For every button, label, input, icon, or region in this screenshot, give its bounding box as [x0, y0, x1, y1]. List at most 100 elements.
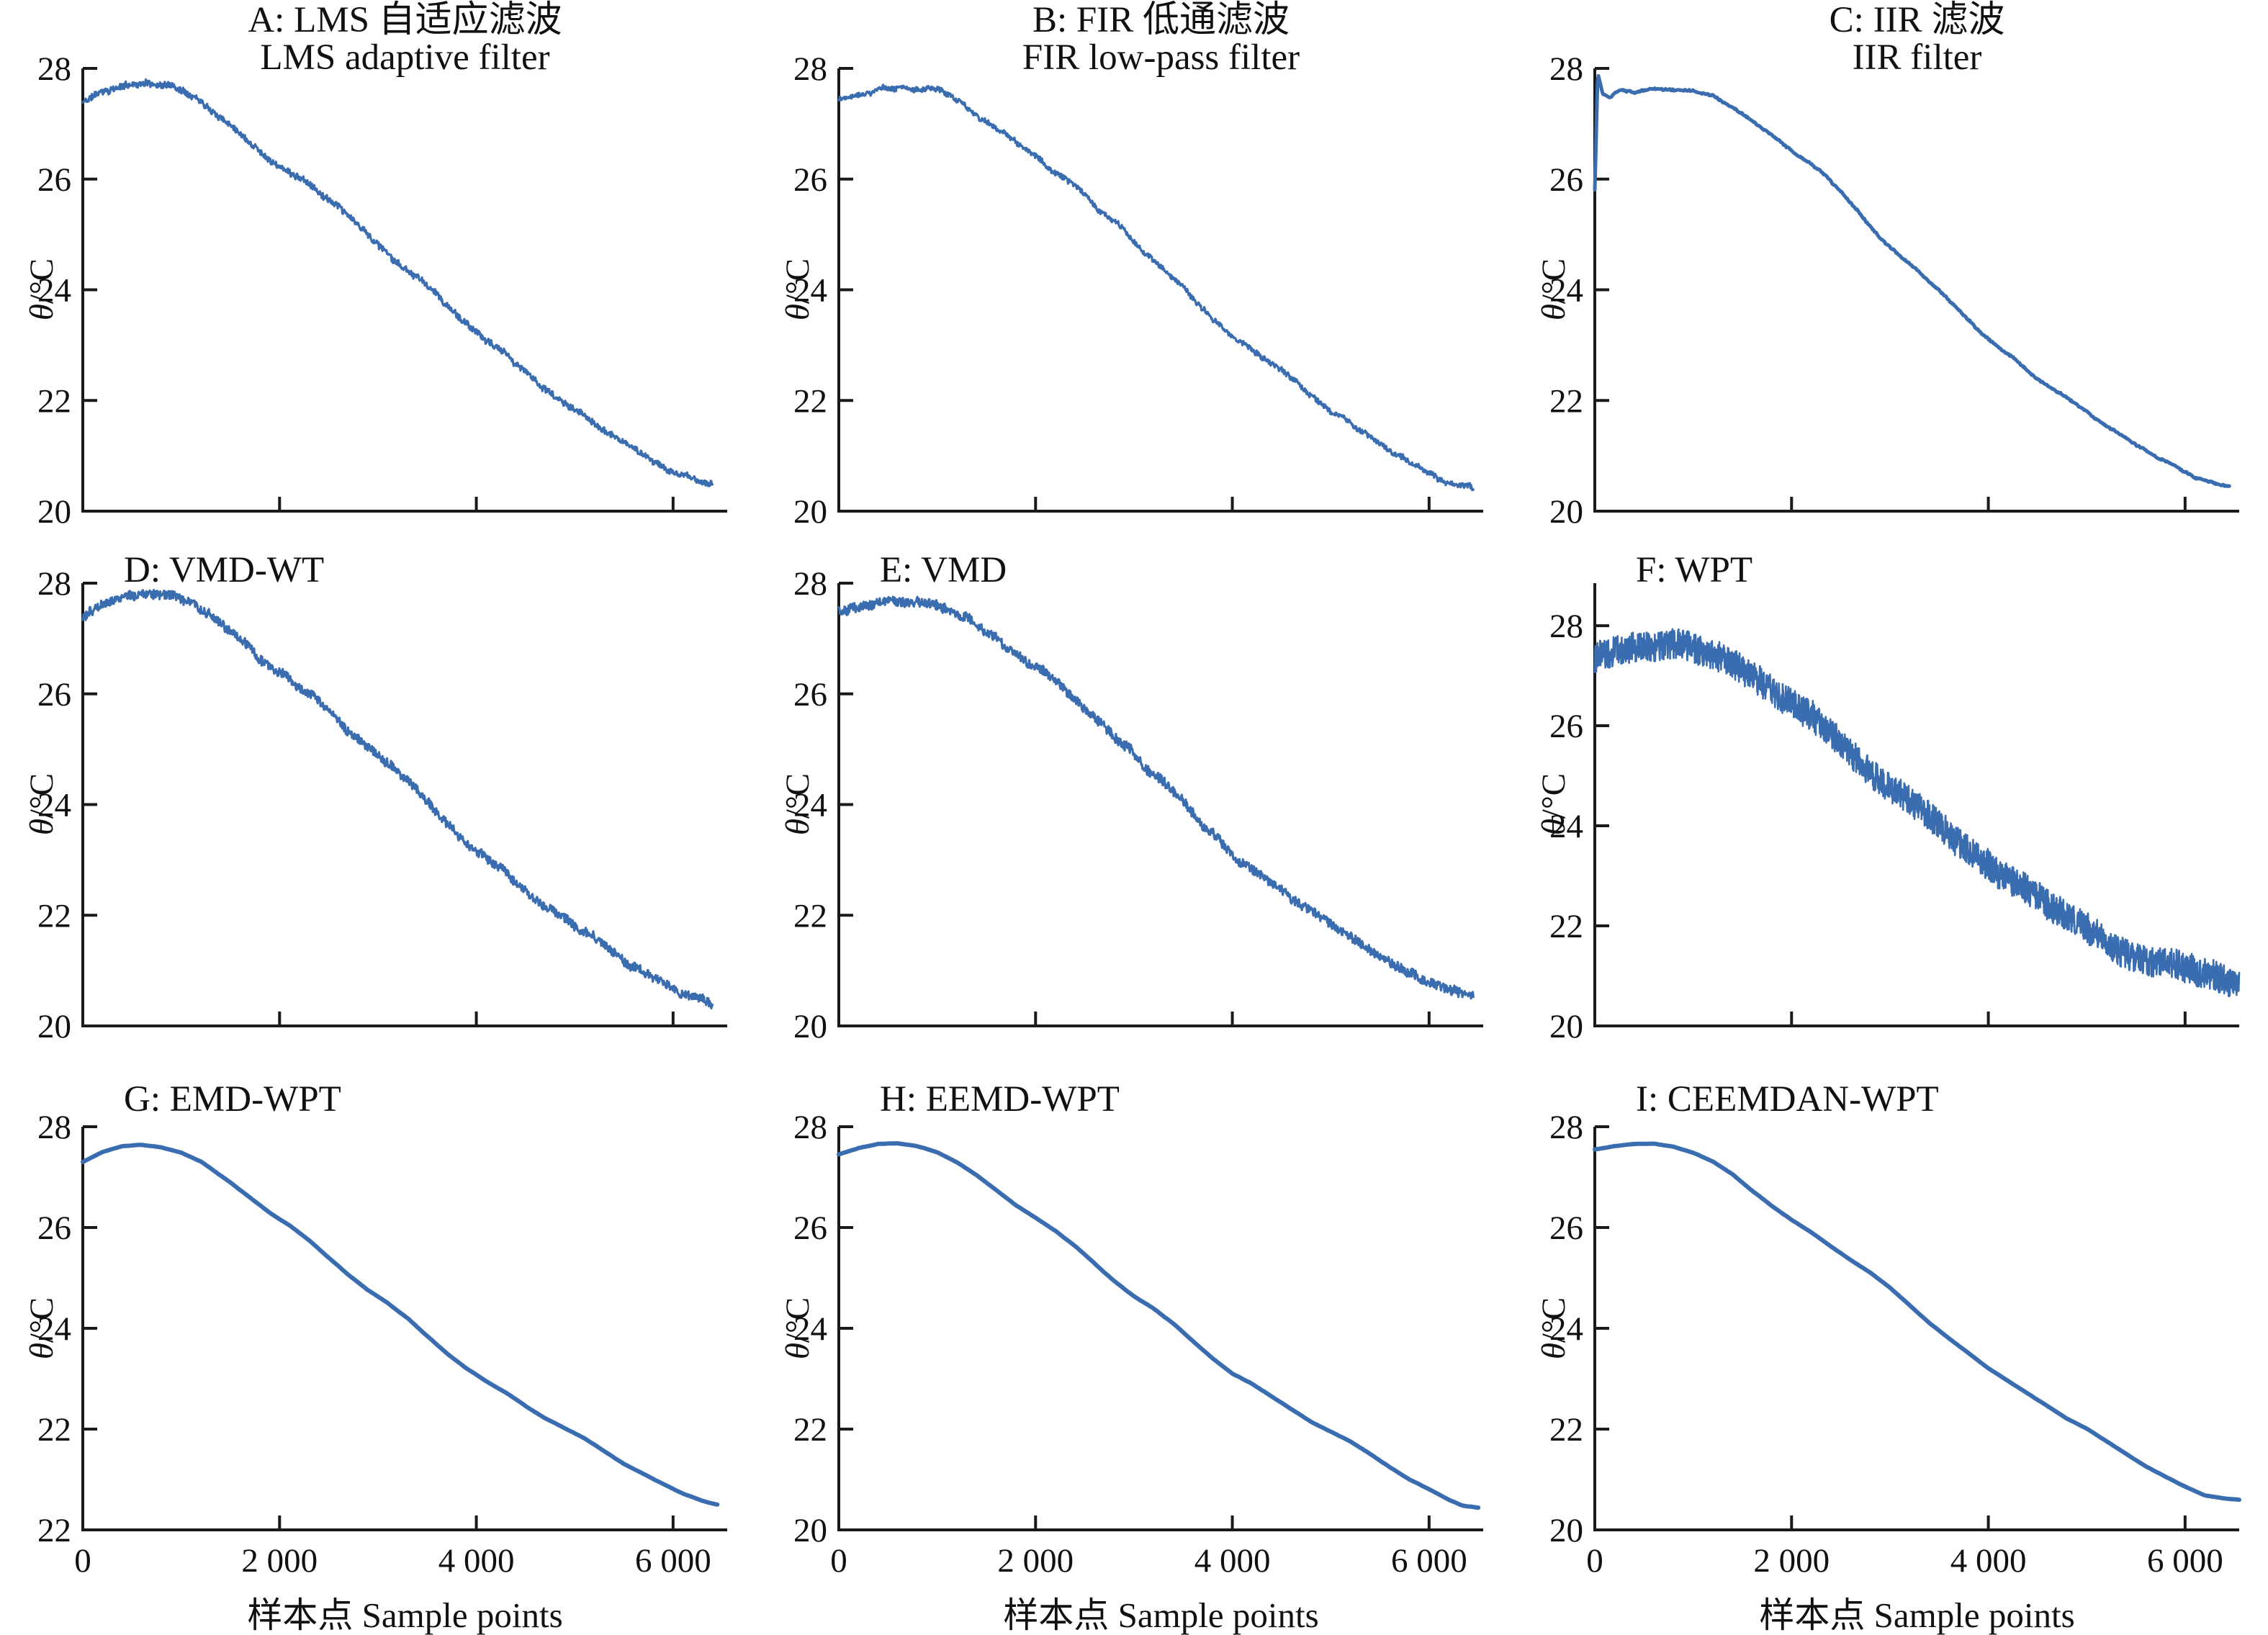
axis-spines: [81, 583, 727, 1027]
temperature-series-line: [837, 595, 1475, 1000]
y-tick-label: 24: [1549, 272, 1583, 310]
panel-i-title: I: CEEMDAN-WPT: [1636, 1079, 1939, 1120]
panel-a-title: A: LMS 自适应滤波 LMS adaptive filter: [83, 1, 727, 76]
panel-c-iir: C: IIR 滤波 IIR filter θ/°C 20 22 24 26 28: [1512, 0, 2268, 545]
y-tick-label: 28: [37, 565, 71, 603]
y-tick-label: 24: [37, 1310, 71, 1348]
panel-a-title-en: LMS adaptive filter: [260, 37, 550, 78]
y-tick-label: 20: [37, 493, 71, 531]
axis-spines: [1593, 1127, 2239, 1531]
y-tick-label: 26: [793, 161, 827, 199]
y-tick-label: 26: [37, 161, 71, 199]
panel-b-title: B: FIR 低通滤波 FIR low-pass filter: [839, 1, 1483, 76]
panel-f-wpt: F: WPT θ/°C 20 22 24 26 28: [1512, 545, 2268, 1090]
y-tick-label: 28: [793, 1109, 827, 1146]
x-tick-label: 4 000: [1950, 1542, 2027, 1580]
axis-spines: [1593, 68, 2239, 513]
y-tick-label: 26: [793, 1210, 827, 1247]
y-tick-label: 20: [1549, 1512, 1583, 1549]
panel-d-vmd-wt: D: VMD-WT θ/°C 20 22 24 26 28: [0, 545, 756, 1090]
x-tick-label: 2 000: [241, 1542, 318, 1580]
panel-d-title: D: VMD-WT: [124, 550, 325, 590]
y-tick-label: 24: [793, 1310, 827, 1348]
panel-f-title: F: WPT: [1636, 550, 1753, 590]
temperature-series-line: [837, 84, 1475, 492]
temperature-series-line: [81, 1143, 720, 1507]
panel-f-plot-area: 20 22 24 26 28: [1549, 583, 2241, 1045]
panel-b-fir: B: FIR 低通滤波 FIR low-pass filter θ/°C 20 2…: [756, 0, 1512, 545]
panel-c-plot-area: 20 22 24 26 28: [1549, 50, 2239, 531]
y-tick-label: 22: [37, 897, 71, 934]
y-tick-label: 22: [1549, 908, 1583, 945]
panel-b-title-zh: B: FIR 低通滤波: [1032, 0, 1290, 40]
y-tick-label: 26: [793, 676, 827, 713]
panel-b-plot-area: 20 22 24 26 28: [793, 50, 1483, 531]
y-tick-label: 26: [1549, 161, 1583, 199]
panel-i-ceemdan-wpt: I: CEEMDAN-WPT θ/°C 20 22 24 26 28 0 2 000 4 00…: [1512, 1079, 2268, 1635]
x-tick-label: 4 000: [1194, 1542, 1271, 1580]
y-tick-label: 26: [1549, 1210, 1583, 1247]
y-tick-label: 28: [793, 565, 827, 603]
x-tick-label: 4 000: [438, 1542, 515, 1580]
panel-c-title-zh: C: IIR 滤波: [1829, 0, 2005, 40]
y-tick-label: 24: [1549, 808, 1583, 845]
y-tick-label: 20: [793, 1008, 827, 1045]
temperature-series-line: [1593, 73, 2231, 488]
panel-e-title: E: VMD: [880, 550, 1007, 590]
panel-g-title: G: EMD-WPT: [124, 1079, 341, 1120]
x-tick-label: 0: [1586, 1542, 1603, 1580]
panel-h-title: H: EEMD-WPT: [880, 1079, 1120, 1120]
panel-a-plot-area: 20 22 24 26 28: [37, 50, 727, 531]
y-tick-label: 24: [1549, 1310, 1583, 1348]
axis-spines: [837, 68, 1483, 513]
y-tick-label: 28: [37, 1109, 71, 1146]
y-tick-label: 20: [1549, 493, 1583, 531]
y-tick-label: 22: [37, 382, 71, 420]
y-tick-label: 24: [37, 272, 71, 310]
y-tick-label: 28: [1549, 50, 1583, 88]
x-tick-label: 6 000: [635, 1542, 711, 1580]
panel-c-title-en: IIR filter: [1852, 37, 1982, 78]
y-tick-label: 22: [793, 1411, 827, 1449]
x-tick-label: 2 000: [1753, 1542, 1830, 1580]
y-tick-label: 20: [793, 493, 827, 531]
panel-b-title-en: FIR low-pass filter: [1022, 37, 1300, 78]
panel-d-plot-area: 20 22 24 26 28: [37, 565, 727, 1045]
y-tick-label: 24: [793, 272, 827, 310]
panel-g-plot-area: 22 22 24 26 28 0 2 000 4 000 6 000: [37, 1109, 727, 1580]
temperature-series-line: [837, 1141, 1481, 1510]
y-tick-label: 28: [1549, 1109, 1583, 1146]
panel-i-plot-area: 20 22 24 26 28 0 2 000 4 000 6 000: [1549, 1109, 2241, 1580]
x-tick-label: 0: [830, 1542, 847, 1580]
x-tick-label: 2 000: [997, 1542, 1074, 1580]
panel-a-lms: A: LMS 自适应滤波 LMS adaptive filter θ/°C 20…: [0, 0, 756, 545]
y-tick-label: 24: [793, 787, 827, 824]
y-tick-label: 28: [1549, 608, 1583, 645]
temperature-series-line: [81, 588, 714, 1010]
panel-h-eemd-wpt: H: EEMD-WPT θ/°C 20 22 24 26 28 0 2 000 4 000 6 …: [756, 1079, 1512, 1635]
x-tick-label: 6 000: [1391, 1542, 1467, 1580]
x-tick-label: 6 000: [2147, 1542, 2223, 1580]
y-tick-label: 22: [1549, 382, 1583, 420]
panel-c-title: C: IIR 滤波 IIR filter: [1595, 1, 2239, 76]
y-tick-label: 26: [37, 676, 71, 713]
axis-spines: [837, 1127, 1483, 1531]
y-tick-label: 22: [1549, 1411, 1583, 1449]
panel-g-emd-wpt: G: EMD-WPT θ/°C 22 22 24 26 28 0 2 000 4 000 6 0…: [0, 1079, 756, 1635]
y-tick-label: 20: [1549, 1008, 1583, 1045]
y-tick-label: 22: [37, 1411, 71, 1449]
panel-h-plot-area: 20 22 24 26 28 0 2 000 4 000 6 000: [793, 1109, 1483, 1580]
y-tick-label: 24: [37, 787, 71, 824]
panel-e-plot-area: 20 22 24 26 28: [793, 565, 1483, 1045]
x-tick-label: 0: [74, 1542, 91, 1580]
panel-a-title-zh: A: LMS 自适应滤波: [248, 0, 562, 40]
temperature-series-line: [1593, 628, 2241, 998]
y-tick-label: 22: [793, 382, 827, 420]
temperature-series-line: [1593, 1141, 2241, 1503]
axis-spines: [81, 68, 727, 513]
y-tick-label: 26: [1549, 708, 1583, 745]
y-tick-label: 28: [793, 50, 827, 88]
y-tick-label: 28: [37, 50, 71, 88]
panel-e-vmd: E: VMD θ/°C 20 22 24 26 28: [756, 545, 1512, 1090]
